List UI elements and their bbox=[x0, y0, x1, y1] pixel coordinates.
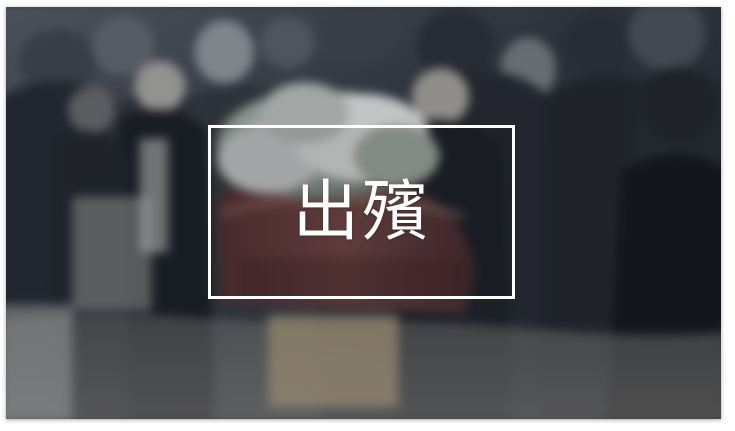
title-text: 出殯 bbox=[292, 173, 431, 250]
foreground-ground bbox=[6, 196, 721, 419]
dark-overlay bbox=[6, 7, 721, 419]
image-card: 出殯 bbox=[6, 7, 721, 419]
funeral-procession-photo bbox=[6, 7, 721, 419]
flower-arrangement bbox=[216, 82, 440, 200]
title-frame: 出殯 bbox=[208, 125, 515, 299]
